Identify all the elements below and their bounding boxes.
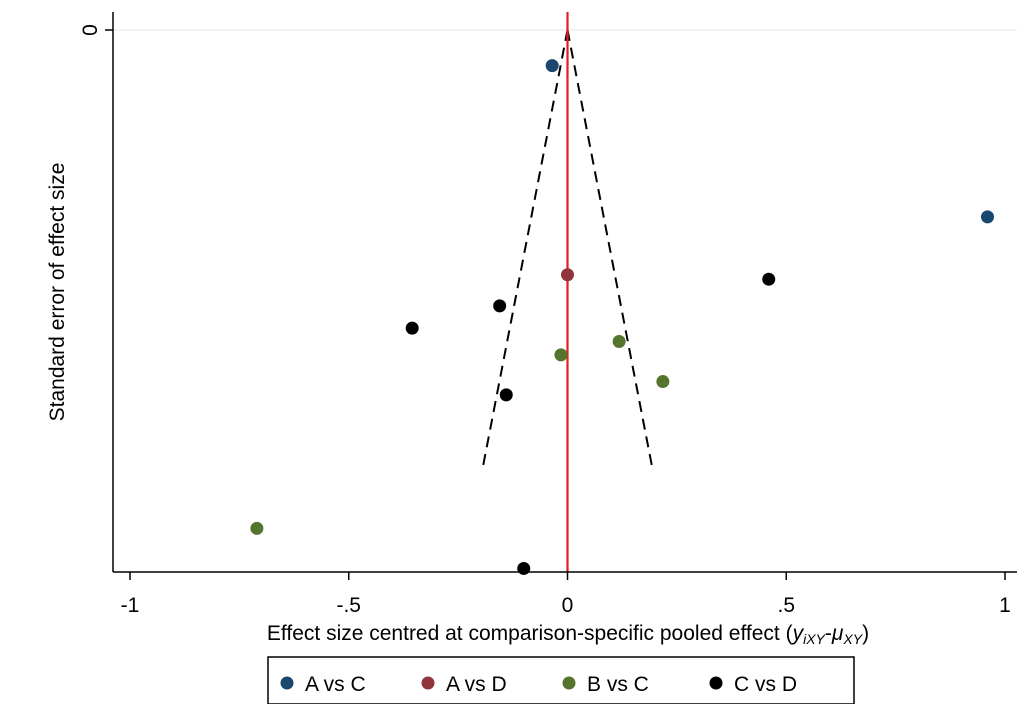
- point-c-vs-d: [762, 272, 776, 286]
- point-c-vs-d: [493, 299, 507, 313]
- x-axis-title: Effect size centred at comparison-specif…: [267, 622, 869, 647]
- legend-box: [267, 656, 855, 704]
- x-axis-title-ysub: iXY: [803, 631, 826, 647]
- legend-marker-c-vs-d: [709, 676, 723, 690]
- x-axis-title-main: Effect size centred at comparison-specif…: [267, 622, 793, 645]
- axes-layer: -1 -.5 0 .5 1 0: [79, 12, 1017, 617]
- funnel-right-line: [566, 29, 654, 471]
- y-axis-title: Standard error of effect size: [46, 163, 69, 422]
- point-b-vs-c: [554, 348, 568, 362]
- x-tick-label: .5: [777, 594, 795, 617]
- legend-marker-a-vs-c: [280, 676, 294, 690]
- point-a-vs-d: [561, 268, 574, 282]
- funnel-layer: [481, 29, 654, 471]
- y-tick-label: 0: [79, 24, 102, 36]
- legend-label-a-vs-c: A vs C: [305, 673, 366, 696]
- x-axis-title-close: ): [862, 622, 869, 645]
- legend-label-c-vs-d: C vs D: [734, 673, 797, 696]
- x-axis-title-musub: XY: [842, 631, 863, 647]
- point-c-vs-d: [405, 321, 419, 335]
- point-c-vs-d: [499, 388, 513, 402]
- funnel-left-line: [481, 29, 569, 471]
- legend-label-b-vs-c: B vs C: [587, 673, 649, 696]
- legend: A vs C A vs D B vs C C vs D: [267, 656, 855, 704]
- point-a-vs-c: [981, 210, 994, 224]
- x-tick-label: -.5: [336, 594, 361, 617]
- point-b-vs-c: [612, 335, 626, 348]
- x-tick-label: -1: [121, 594, 140, 617]
- points-layer: [250, 59, 994, 575]
- legend-label-a-vs-d: A vs D: [446, 673, 507, 696]
- x-tick-label: 0: [562, 594, 574, 617]
- point-b-vs-c: [656, 375, 670, 389]
- point-c-vs-d: [517, 561, 531, 575]
- x-axis-title-mu: μ: [831, 622, 844, 645]
- legend-marker-a-vs-d: [421, 676, 435, 690]
- x-tick-label: 1: [999, 594, 1011, 617]
- point-a-vs-c: [545, 59, 559, 73]
- x-axis-title-minus: -: [825, 622, 832, 645]
- x-axis-title-y: y: [791, 622, 805, 645]
- legend-marker-b-vs-c: [562, 676, 576, 690]
- point-b-vs-c: [250, 521, 264, 535]
